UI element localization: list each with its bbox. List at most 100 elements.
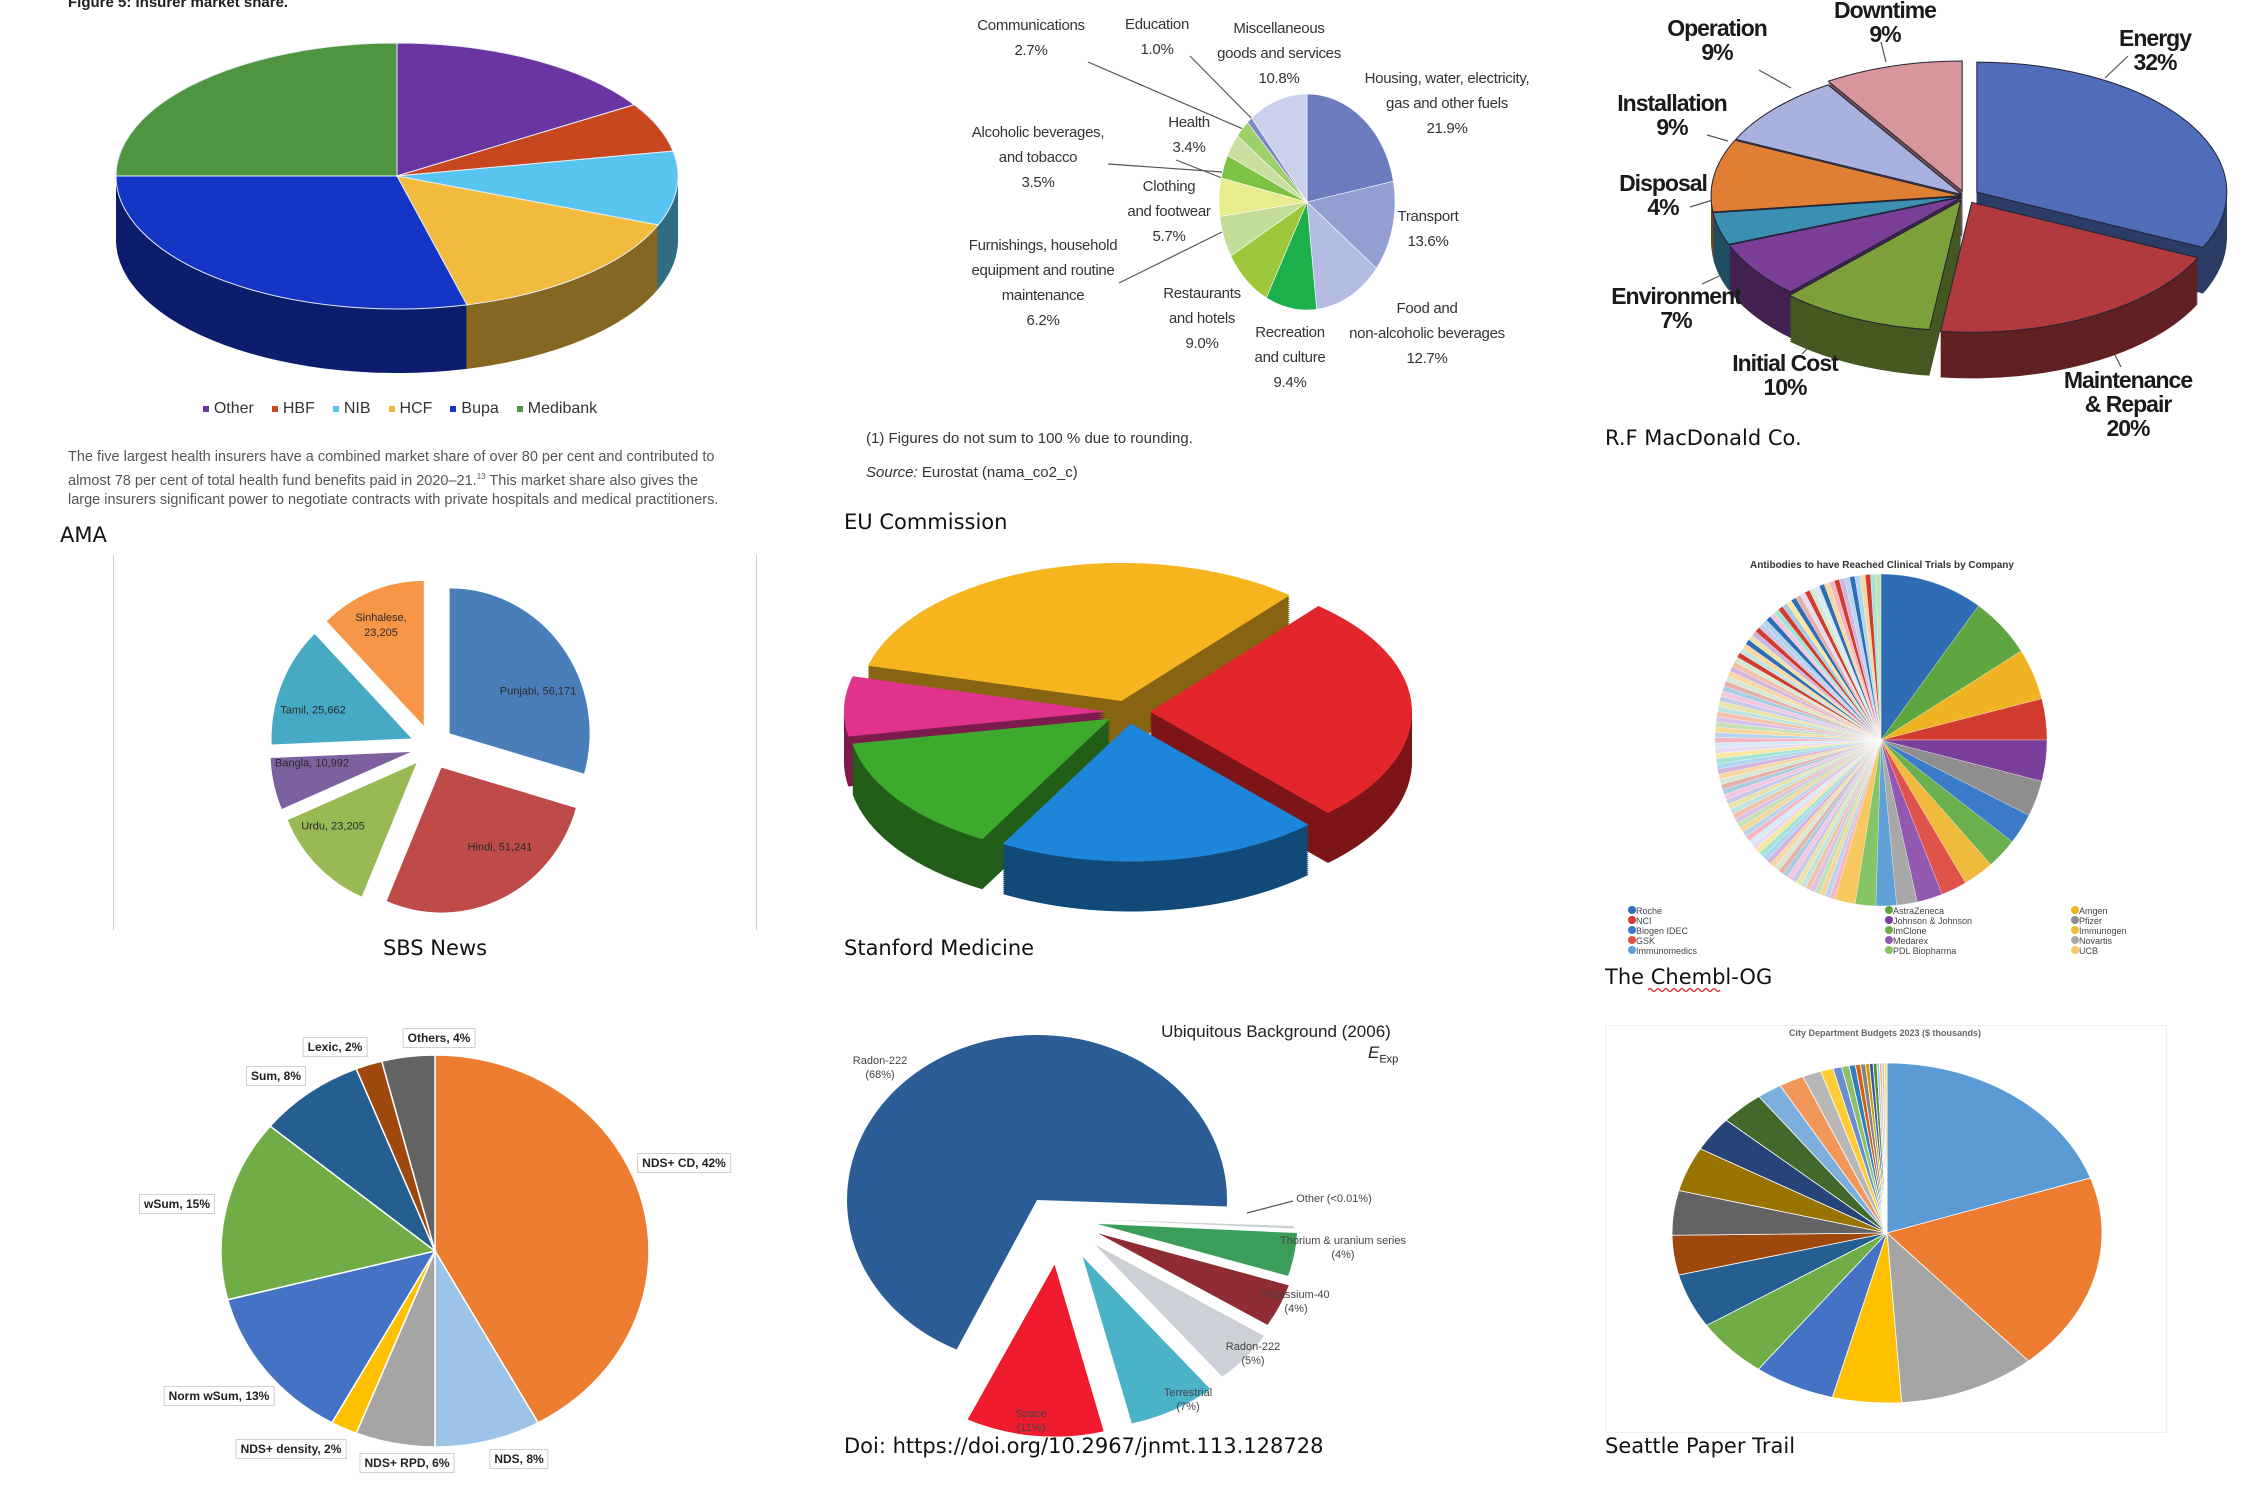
legend-label: Johnson & Johnson [1893, 916, 1973, 926]
leader-line [1706, 134, 1729, 142]
eu-slice-label: Alcoholic beverages, and tobacco 3.5% [971, 124, 1105, 191]
legend-dot [2071, 926, 2079, 934]
leader-line [1107, 163, 1223, 173]
leader-line [1758, 69, 1792, 89]
legend-dot [1628, 946, 1636, 954]
legend-label: Immunogen [2079, 926, 2127, 936]
seattle-chart-title: City Department Budgets 2023 ($ thousand… [1788, 1028, 1982, 1038]
legend-item: Medarex [1885, 936, 1928, 946]
pie-slice [271, 633, 412, 745]
pie-slice [1097, 1223, 1298, 1276]
chembl-pie [1714, 573, 2048, 907]
seattle-chart-frame [1605, 1025, 2167, 1433]
pie-slice [967, 1264, 1104, 1437]
legend-item: GSK [1628, 936, 1655, 946]
eu-slice-label: Restaurants and hotels 9.0% [1163, 285, 1241, 352]
legend-dot [1628, 936, 1636, 944]
rf-slice-label: Initial Cost 10% [1732, 350, 1839, 400]
leader-lines [1087, 41, 2129, 1214]
legend-item: NCI [1628, 916, 1652, 926]
legend-label: GSK [1636, 936, 1656, 946]
pie-slice [1002, 723, 1309, 862]
charts [115, 42, 2228, 1448]
legend-dot [1885, 926, 1893, 934]
pie-slice [868, 562, 1290, 701]
legend-dot [2071, 906, 2079, 914]
pie-slice [1251, 93, 1308, 204]
pie-slice [1082, 1256, 1211, 1424]
pie-slice [1827, 60, 1963, 193]
eu-slice-label: Clothing and footwear 5.7% [1127, 178, 1211, 245]
seattle-caption: Seattle Paper Trail [1605, 1434, 1796, 1458]
legend-dot [1885, 906, 1893, 914]
ama-paragraph: The five largest health insurers have a … [68, 448, 728, 510]
legend-label: ImClone [1893, 926, 1927, 936]
pie-slice [1976, 61, 2228, 249]
ama-paragraph-text: The five largest health insurers have a … [68, 449, 715, 489]
pie-slice [846, 1035, 1227, 1350]
pie-slice [270, 752, 411, 809]
ub-slice-label: Other (<0.01%) [1296, 1193, 1372, 1205]
eu-slice-label: Education 1.0% [1124, 16, 1190, 58]
pie-slice [1886, 1177, 2103, 1362]
nds-slice-label: Sum, 8% [245, 1066, 307, 1086]
legend-item: HCF [388, 400, 432, 418]
legend-label: Amgen [2079, 906, 2108, 916]
pie-slice [115, 42, 398, 177]
pie-slice [1886, 1062, 2091, 1234]
pie-slice [1734, 84, 1963, 196]
legend-item: NIB [332, 400, 371, 418]
sbs-slice-label: Hindi, 51,241 [467, 841, 533, 854]
pie-slice [1094, 1244, 1264, 1377]
sbs-caption: SBS News [382, 936, 488, 960]
eu-slice-label: Food and non-alcoholic beverages 12.7% [1349, 300, 1505, 367]
pie-slice [1098, 1233, 1289, 1325]
rf-caption: R.F MacDonald Co. [1605, 426, 1802, 450]
legend-dot [1628, 926, 1636, 934]
ub-e-symbol: E [1368, 1043, 1380, 1062]
pie-slice [1880, 573, 1979, 741]
ub-chart-title: Ubiquitous Background (2006) [1161, 1022, 1391, 1041]
ama-pie [115, 42, 679, 373]
leader-line [1175, 159, 1223, 179]
pie-slice [1093, 1219, 1294, 1229]
nds-slice-label: NDS+ CD, 42% [637, 1153, 731, 1173]
eu-source-text: Eurostat (nama_co2_c) [917, 464, 1078, 481]
legend-item: Johnson & Johnson [1885, 916, 1972, 926]
eu-source-label: Source: [866, 464, 918, 481]
legend-item: Pfizer [2071, 916, 2102, 926]
leader-line [1246, 1200, 1294, 1214]
leader-line [1189, 55, 1260, 127]
leader-line [2104, 55, 2129, 79]
nds-slice-label: Lexic, 2% [302, 1037, 368, 1057]
leader-line [1087, 61, 1251, 133]
legend-item: Immunogen [2071, 926, 2127, 936]
pie-slice [1149, 606, 1412, 813]
legend-label: Other [213, 400, 254, 417]
pie-slice [844, 676, 1107, 737]
chembl-caption: The Chembl-OG [1605, 965, 1773, 989]
ub-slice-label: Radon-222 (68%) [852, 1055, 908, 1081]
pie-slice [380, 1054, 436, 1252]
pie-slice [220, 1125, 437, 1301]
sbs-slice-label: Tamil, 25,662 [280, 704, 346, 717]
legend-dot [1885, 936, 1893, 944]
sbs-slice-label: Urdu, 23,205 [301, 820, 365, 833]
eu-footnote: (1) Figures do not sum to 100 % due to r… [866, 430, 1193, 447]
legend-item: Biogen IDEC [1628, 926, 1688, 936]
ub-slice-label: Space (11%) [1015, 1408, 1047, 1434]
nds-slice-label: NDS, 8% [489, 1449, 549, 1469]
legend-swatch [450, 406, 457, 412]
legend-item: Amgen [2071, 906, 2108, 916]
legend-swatch [388, 406, 395, 412]
legend-dot [2071, 916, 2079, 924]
ub-e-exp: EExp [1368, 1043, 1398, 1065]
legend-label: PDL Biopharma [1893, 946, 1957, 956]
legend-item: Bupa [450, 400, 499, 418]
ama-paragraph-text-cont: This market share also gives the large i… [68, 472, 719, 508]
legend-item: Novartis [2071, 936, 2112, 946]
legend-item: ImClone [1885, 926, 1927, 936]
rf-slice-label: Downtime 9% [1834, 0, 1937, 47]
ama-caption: AMA [60, 523, 107, 547]
pie-slice [226, 1249, 437, 1424]
